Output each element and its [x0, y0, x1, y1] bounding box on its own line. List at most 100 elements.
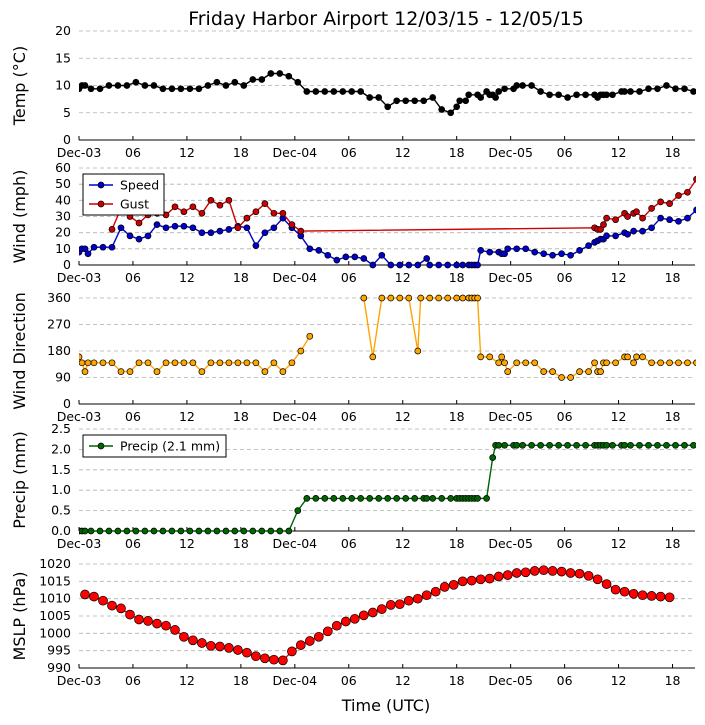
y-tick-label: 360 — [47, 290, 71, 305]
data-point — [222, 82, 230, 89]
y-tick-label: 0 — [63, 396, 71, 411]
data-point — [520, 567, 531, 578]
data-point — [459, 261, 467, 269]
data-point — [152, 618, 162, 629]
x-tick-label: 06 — [125, 270, 141, 285]
y-tick-label: 2.0 — [51, 441, 71, 456]
x-tick-label: 12 — [395, 270, 411, 285]
data-point — [195, 527, 203, 535]
data-point — [597, 226, 604, 233]
x-tick-label: 12 — [395, 536, 411, 551]
data-point — [384, 103, 392, 111]
data-point — [648, 205, 655, 212]
x-tick-label: 06 — [125, 409, 141, 424]
data-point — [573, 91, 580, 99]
x-tick-label: 12 — [395, 409, 411, 424]
data-point — [207, 229, 215, 237]
x-tick-label: 12 — [179, 409, 195, 424]
y-tick-label: 0.0 — [51, 523, 71, 538]
y-tick-label: 0.5 — [51, 503, 71, 518]
data-point — [189, 224, 197, 232]
data-point — [258, 76, 266, 83]
data-point — [378, 294, 386, 302]
data-point — [303, 88, 311, 95]
data-point — [81, 368, 89, 375]
data-point — [393, 495, 401, 502]
data-point — [493, 571, 504, 582]
data-point — [528, 441, 535, 449]
x-tick-label: Dec-04 — [273, 270, 318, 285]
data-point — [639, 227, 646, 235]
y-tick-label: 20 — [55, 23, 71, 38]
data-point — [567, 251, 574, 259]
data-point — [637, 590, 648, 601]
panel-0: 0 5 10 15 20 Dec-03 06 12 18 Dec-04 06 12 18 Dec-05 06… — [10, 23, 696, 160]
data-point — [108, 243, 116, 251]
x-tick-label: 18 — [233, 536, 249, 551]
series-group — [79, 70, 696, 117]
y-tick-label: 30 — [55, 209, 71, 224]
data-point — [495, 88, 503, 95]
x-tick-label: Dec-05 — [488, 673, 533, 688]
data-point — [444, 294, 452, 302]
data-point — [405, 294, 413, 302]
data-point — [231, 527, 239, 535]
data-point — [528, 82, 535, 89]
data-point — [285, 72, 293, 80]
data-point — [612, 232, 619, 240]
x-tick-label: 12 — [179, 673, 195, 688]
x-tick-label: 12 — [395, 673, 411, 688]
data-point — [270, 224, 278, 232]
x-tick-label: 18 — [233, 145, 249, 160]
data-point — [684, 359, 691, 367]
data-point — [366, 94, 374, 101]
data-point — [597, 368, 604, 375]
data-point — [276, 70, 284, 77]
data-point — [321, 88, 329, 95]
data-point — [159, 527, 167, 535]
data-point — [331, 620, 342, 631]
data-point — [126, 368, 134, 375]
data-point — [583, 570, 594, 581]
data-point — [81, 245, 89, 253]
x-tick-label: 12 — [611, 145, 627, 160]
y-tick-label: 2.5 — [51, 421, 71, 436]
data-point — [477, 94, 485, 101]
data-point — [453, 294, 461, 302]
data-point — [153, 221, 161, 228]
data-point — [216, 227, 224, 235]
data-point — [135, 219, 143, 227]
data-point — [80, 589, 90, 600]
x-tick-label: 06 — [557, 536, 573, 551]
data-point — [475, 574, 486, 585]
x-tick-label: 06 — [341, 536, 357, 551]
x-tick-label: 18 — [233, 270, 249, 285]
data-point — [474, 495, 481, 502]
data-point — [423, 495, 431, 502]
data-point — [624, 353, 631, 361]
data-point — [312, 495, 320, 502]
data-point — [693, 175, 696, 183]
data-point — [288, 359, 296, 367]
data-point — [357, 495, 365, 502]
x-tick-label: Dec-04 — [273, 145, 318, 160]
data-point — [453, 261, 461, 269]
data-point — [150, 527, 158, 535]
data-point — [358, 610, 369, 621]
legend-marker — [97, 442, 105, 450]
data-point — [657, 198, 664, 206]
series-group — [79, 294, 696, 381]
data-point — [340, 616, 351, 627]
data-point — [117, 368, 125, 375]
data-point — [258, 527, 266, 535]
x-tick-label: 18 — [449, 673, 465, 688]
data-point — [313, 631, 324, 642]
data-point — [186, 527, 194, 535]
x-tick-label: 18 — [449, 536, 465, 551]
y-axis-label: Precip (mm) — [10, 431, 29, 529]
x-tick-label: 18 — [233, 409, 249, 424]
data-point — [79, 353, 83, 361]
data-point — [375, 495, 383, 502]
x-tick-label: 06 — [125, 673, 141, 688]
data-point — [636, 441, 643, 449]
